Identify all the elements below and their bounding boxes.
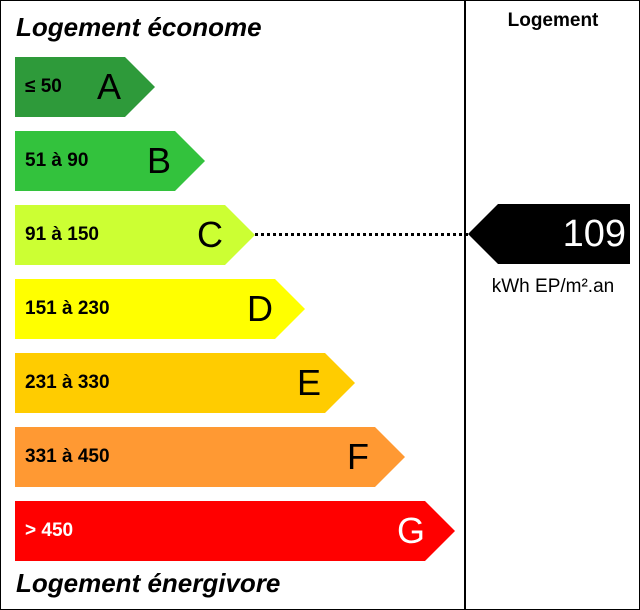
band-a-arrow [15, 57, 155, 117]
column-divider [464, 0, 466, 610]
band-g-range: > 450 [25, 520, 74, 541]
band-c-letter: C [197, 214, 223, 255]
band-b: 51 à 90 B [15, 131, 205, 191]
band-f-letter: F [347, 436, 369, 477]
band-a-range: ≤ 50 [25, 76, 62, 97]
value-arrow-marker [468, 204, 630, 264]
band-e: 231 à 330 E [15, 353, 355, 413]
band-e-arrow [15, 353, 355, 413]
band-c: 91 à 150 C [15, 205, 255, 265]
band-f-range: 331 à 450 [25, 446, 110, 467]
band-a: ≤ 50 A [15, 57, 155, 117]
consumption-value: 109 [562, 213, 626, 255]
band-b-range: 51 à 90 [25, 150, 89, 171]
bottom-label: Logement énergivore [16, 568, 281, 598]
band-f: 331 à 450 F [15, 427, 405, 487]
dotted-leader-line [255, 233, 468, 236]
band-e-letter: E [297, 362, 322, 403]
column-header: Logement [507, 10, 599, 31]
band-a-letter: A [97, 66, 122, 107]
band-b-letter: B [147, 140, 172, 181]
band-c-arrow [15, 205, 255, 265]
band-g: > 450 G [15, 501, 455, 561]
band-d-range: 151 à 230 [25, 298, 110, 319]
band-d-arrow [15, 279, 305, 339]
band-g-arrow [15, 501, 455, 561]
band-e-range: 231 à 330 [25, 372, 110, 393]
band-g-letter: G [397, 510, 426, 551]
top-label: Logement économe [16, 12, 262, 42]
band-d: 151 à 230 D [15, 279, 305, 339]
band-c-range: 91 à 150 [25, 224, 99, 245]
band-d-letter: D [247, 288, 273, 329]
band-b-arrow [15, 131, 205, 191]
band-f-arrow [15, 427, 405, 487]
consumption-unit: kWh EP/m².an [491, 276, 615, 297]
